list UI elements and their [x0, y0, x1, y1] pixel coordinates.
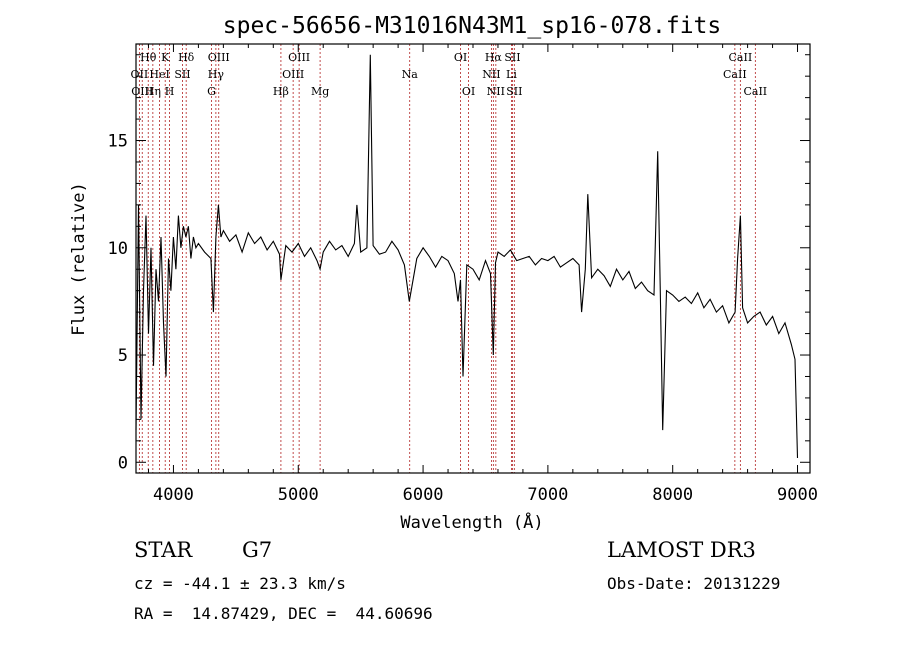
- x-tick-label: 4000: [153, 485, 194, 505]
- emission-line-label: OIII: [208, 51, 230, 64]
- object-subclass: G7: [242, 538, 273, 562]
- emission-line-label: OI: [462, 85, 475, 98]
- emission-line-label: H: [165, 85, 175, 98]
- y-tick-label: 5: [118, 346, 128, 366]
- emission-lines: [138, 44, 756, 473]
- emission-line-label: Hγ: [208, 68, 225, 81]
- emission-line-label: CaII: [743, 85, 767, 98]
- x-axis-ticks: 4000 5000 6000 7000 8000 9000: [147, 44, 818, 505]
- plot-frame: [135, 43, 811, 474]
- y-axis-ticks: 0 5 10 15: [108, 54, 810, 473]
- emission-line-label: OIII: [131, 85, 153, 98]
- emission-line-label: OII: [131, 68, 149, 81]
- emission-line-label: OIII: [288, 51, 310, 64]
- emission-line-label: K: [161, 51, 170, 64]
- emission-line-label: SII: [506, 85, 522, 98]
- object-class: STAR: [134, 538, 193, 562]
- coordinates: RA = 14.87429, DEC = 44.60696: [134, 604, 433, 623]
- emission-line-label: Hη: [145, 85, 161, 98]
- y-tick-label: 0: [118, 453, 128, 473]
- survey-name: LAMOST DR3: [607, 538, 756, 562]
- y-tick-label: 15: [108, 132, 128, 152]
- emission-line-label: Hθ: [140, 51, 157, 64]
- emission-line-label: SII: [504, 51, 520, 64]
- emission-line-label: G: [207, 85, 216, 98]
- emission-line-label: Hβ: [273, 85, 289, 98]
- x-tick-label: 7000: [527, 485, 568, 505]
- x-axis-label: Wavelength (Å): [400, 511, 543, 533]
- emission-line-label: CaII: [729, 51, 753, 64]
- emission-line-label: HeI: [149, 68, 169, 81]
- x-tick-label: 8000: [652, 485, 693, 505]
- y-tick-label: 10: [108, 239, 128, 259]
- chart-title: spec-56656-M31016N43M1_sp16-078.fits: [223, 13, 722, 39]
- emission-line-label: NII: [482, 68, 500, 81]
- emission-line-label: OIII: [282, 68, 304, 81]
- redshift-info: cz = -44.1 ± 23.3 km/s: [134, 574, 346, 593]
- emission-line-label: Mg: [311, 85, 329, 98]
- emission-line-label: CaII: [723, 68, 747, 81]
- observation-date: Obs-Date: 20131229: [607, 574, 781, 593]
- emission-line-label: SII: [174, 68, 190, 81]
- x-tick-label: 5000: [278, 485, 319, 505]
- x-tick-label: 6000: [403, 485, 444, 505]
- emission-line-label: Hδ: [178, 51, 195, 64]
- flux-series-line: [135, 54, 799, 459]
- emission-line-label: Li: [506, 68, 517, 81]
- y-axis-label: Flux (relative): [69, 182, 89, 336]
- emission-line-label: Na: [402, 68, 419, 81]
- x-tick-label: 9000: [777, 485, 818, 505]
- emission-line-label: OI: [454, 51, 467, 64]
- emission-line-label: Hα: [485, 51, 503, 64]
- emission-line-label: NII: [487, 85, 505, 98]
